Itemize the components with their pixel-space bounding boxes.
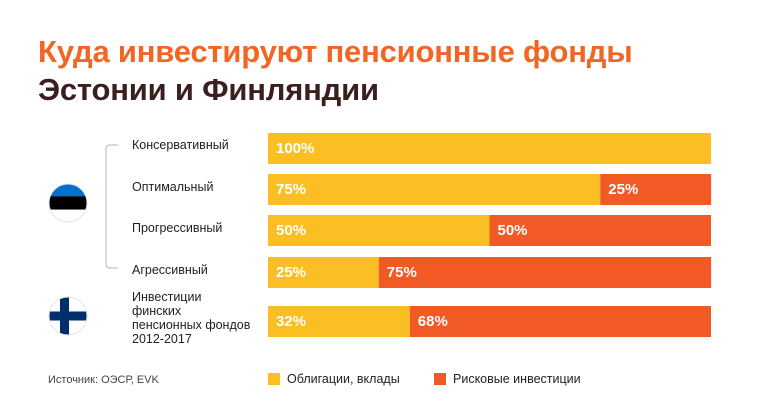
bar-segment-bonds — [268, 257, 379, 288]
bar-segment-risky — [378, 257, 712, 288]
category-label: Агрессивный — [132, 263, 208, 277]
bar-segment-bonds — [268, 133, 711, 164]
bar-value-label-risky: 68% — [417, 313, 448, 330]
bar-segment-bonds — [268, 174, 601, 205]
bars-layer — [268, 133, 712, 337]
category-label: Инвестиции финских пенсионных фондов 201… — [132, 290, 251, 346]
legend-label-bonds: Облигации, вклады — [287, 372, 400, 386]
bar-value-label-bonds: 32% — [276, 313, 307, 330]
bar-segment-risky — [600, 174, 712, 205]
estonia-group-bracket — [105, 144, 118, 269]
estonia-flag-icon — [48, 183, 88, 223]
bar-value-label-bonds: 50% — [276, 222, 307, 239]
legend-swatch-risky — [434, 373, 446, 385]
bar-value-label-bonds: 75% — [276, 181, 307, 198]
bar-segment-risky — [409, 306, 711, 337]
legend-item-risky: Рисковые инвестиции — [434, 372, 581, 388]
bar-value-label-risky: 25% — [608, 181, 639, 198]
bar-value-label-risky: 50% — [497, 222, 528, 239]
category-label: Оптимальный — [132, 180, 214, 194]
source-note: Источник: ОЭСР, EVK — [48, 374, 159, 386]
category-label: Прогрессивный — [132, 221, 223, 235]
finland-flag-icon — [48, 296, 88, 336]
chart-title-line-2: Эстонии и Финляндии — [38, 72, 379, 107]
legend-swatch-bonds — [268, 373, 280, 385]
bar-segment-risky — [489, 215, 711, 246]
bar-segment-bonds — [268, 306, 410, 337]
chart-title-line-1: Куда инвестируют пенсионные фонды — [38, 34, 633, 69]
bar-value-label-bonds: 25% — [276, 264, 307, 281]
bar-value-label-bonds: 100% — [276, 140, 315, 157]
legend-label-risky: Рисковые инвестиции — [453, 372, 581, 386]
category-label: Консервативный — [132, 138, 229, 152]
bar-segment-bonds — [268, 215, 490, 246]
bar-value-label-risky: 75% — [386, 264, 417, 281]
legend-item-bonds: Облигации, вклады — [268, 372, 400, 388]
